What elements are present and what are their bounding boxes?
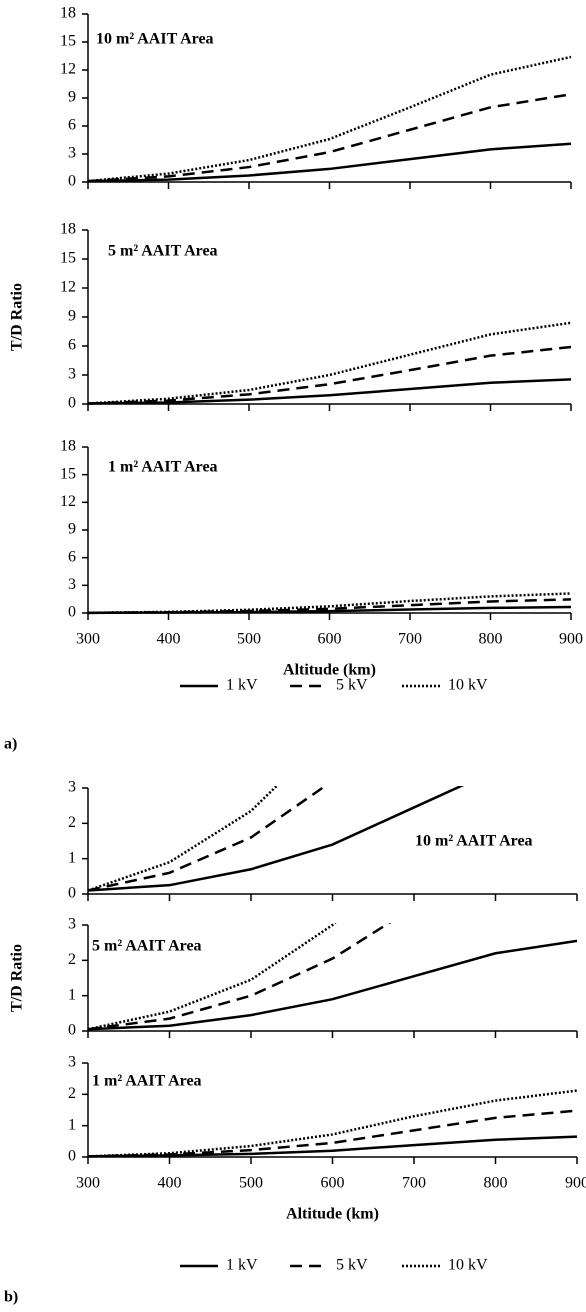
y-tick-label: 1 — [68, 849, 76, 866]
y-tick-label: 6 — [68, 548, 76, 565]
series-line — [87, 321, 572, 405]
y-tick-label: 0 — [68, 395, 76, 412]
y-tick-label: 0 — [68, 1022, 76, 1039]
series-line — [87, 786, 279, 892]
series-line — [87, 592, 572, 615]
legend-label: 1 kV — [226, 1257, 258, 1274]
y-tick-label: 0 — [68, 1148, 76, 1165]
y-tick-label: 3 — [68, 576, 76, 593]
series-line — [87, 345, 572, 405]
series-line — [87, 939, 578, 1031]
series-line — [87, 923, 392, 1031]
y-tick-label: 9 — [68, 521, 76, 538]
y-tick-label: 18 — [60, 221, 76, 238]
series-line — [87, 786, 465, 892]
y-tick-label: 9 — [68, 89, 76, 106]
annotation: 1 m² AAIT Area — [92, 1073, 202, 1090]
annotation: 1 m² AAIT Area — [108, 459, 218, 476]
x-tick-label: 700 — [402, 1175, 426, 1192]
x-tick-label: 800 — [479, 631, 503, 648]
series-line — [87, 142, 572, 183]
x-tick-label: 400 — [157, 631, 181, 648]
x-tick-label: 800 — [484, 1175, 508, 1192]
x-tick-label: 600 — [318, 631, 342, 648]
x-tick-label: 900 — [565, 1175, 586, 1192]
series-line — [87, 786, 328, 892]
y-tick-label: 0 — [68, 885, 76, 902]
legend-label: 5 kV — [336, 1257, 368, 1274]
y-axis-label: T/D Ratio — [9, 944, 26, 1012]
legend-label: 10 kV — [448, 677, 488, 694]
annotation: 5 m² AAIT Area — [108, 243, 218, 260]
y-tick-label: 12 — [60, 279, 76, 296]
y-tick-label: 2 — [68, 1085, 76, 1102]
series-line — [87, 93, 572, 183]
panel-label: a) — [4, 736, 17, 753]
panel-label: b) — [4, 1289, 18, 1306]
y-tick-label: 15 — [60, 33, 76, 50]
y-tick-label: 9 — [68, 308, 76, 325]
y-tick-label: 18 — [60, 438, 76, 455]
y-tick-label: 3 — [68, 779, 76, 796]
y-tick-label: 3 — [68, 145, 76, 162]
series-line — [87, 378, 572, 405]
y-axis-label: T/D Ratio — [9, 283, 26, 351]
y-tick-label: 12 — [60, 493, 76, 510]
x-tick-label: 400 — [158, 1175, 182, 1192]
x-axis-label: Altitude (km) — [283, 662, 376, 679]
annotation: 10 m² AAIT Area — [415, 833, 533, 850]
y-tick-label: 6 — [68, 337, 76, 354]
x-tick-label: 900 — [559, 631, 583, 648]
y-tick-label: 3 — [68, 366, 76, 383]
annotation: 5 m² AAIT Area — [92, 938, 202, 955]
x-tick-label: 600 — [321, 1175, 345, 1192]
y-tick-label: 3 — [68, 1054, 76, 1071]
y-tick-label: 12 — [60, 61, 76, 78]
y-tick-label: 0 — [68, 604, 76, 621]
y-tick-label: 2 — [68, 814, 76, 831]
y-tick-label: 0 — [68, 173, 76, 190]
y-tick-label: 15 — [60, 465, 76, 482]
y-tick-label: 18 — [60, 5, 76, 22]
y-tick-label: 1 — [68, 1116, 76, 1133]
x-tick-label: 300 — [76, 1175, 100, 1192]
legend-label: 1 kV — [226, 677, 258, 694]
x-tick-label: 500 — [237, 631, 261, 648]
legend-label: 10 kV — [448, 1257, 488, 1274]
x-axis-label: Altitude (km) — [286, 1206, 379, 1223]
series-line — [87, 55, 572, 183]
y-tick-label: 3 — [68, 916, 76, 933]
y-tick-label: 2 — [68, 951, 76, 968]
x-tick-label: 500 — [239, 1175, 263, 1192]
series-line — [87, 1089, 578, 1158]
y-tick-label: 15 — [60, 250, 76, 267]
x-tick-label: 300 — [76, 631, 100, 648]
annotation: 10 m² AAIT Area — [96, 31, 214, 48]
series-line — [87, 923, 337, 1031]
y-tick-label: 1 — [68, 986, 76, 1003]
x-tick-label: 700 — [398, 631, 422, 648]
y-tick-label: 6 — [68, 117, 76, 134]
legend-label: 5 kV — [336, 677, 368, 694]
